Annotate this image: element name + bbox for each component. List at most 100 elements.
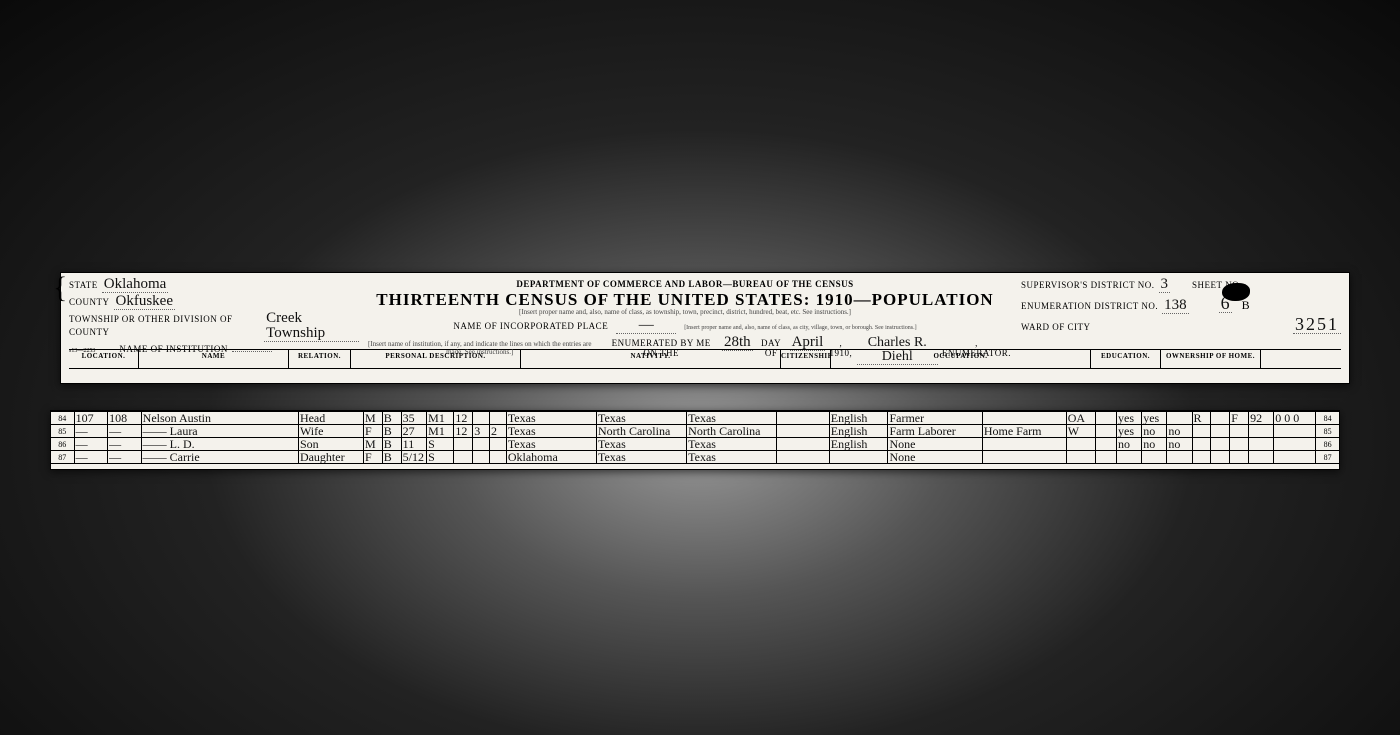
table-cell: [777, 451, 829, 464]
header-upper: STATE Oklahoma COUNTY Okfuskee TOWNSHIP …: [69, 277, 1341, 349]
table-cell: Nelson Austin: [141, 412, 298, 425]
incorp-footnote: [Insert proper name and, also, name of c…: [684, 325, 916, 331]
header-left-block: STATE Oklahoma COUNTY Okfuskee TOWNSHIP …: [69, 277, 359, 349]
col-location: LOCATION.: [69, 350, 139, 368]
col-citizenship: CITIZENSHIP.: [781, 350, 831, 368]
table-cell: [1230, 425, 1249, 438]
column-header-row: LOCATION. NAME RELATION. PERSONAL DESCRI…: [69, 349, 1341, 369]
table-cell: 86: [1316, 438, 1339, 451]
table-cell: no: [1167, 438, 1192, 451]
table-cell: 12: [454, 412, 473, 425]
ward-value: 3251: [1293, 315, 1341, 334]
table-cell: None: [888, 451, 982, 464]
table-cell: M: [363, 438, 382, 451]
table-cell: yes: [1117, 425, 1142, 438]
col-personal: PERSONAL DESCRIPTION.: [351, 350, 521, 368]
col-nativity: NATIVITY.: [521, 350, 781, 368]
table-cell: 2: [490, 425, 507, 438]
table-cell: [1096, 451, 1117, 464]
table-cell: Texas: [596, 412, 686, 425]
table-cell: —: [74, 425, 108, 438]
table-cell: Oklahoma: [506, 451, 596, 464]
table-cell: English: [829, 425, 888, 438]
table-cell: Farm Laborer: [888, 425, 982, 438]
incorp-label: NAME OF INCORPORATED PLACE: [453, 321, 608, 331]
enum-day: 28th: [722, 335, 753, 351]
table-cell: [1096, 438, 1117, 451]
table-cell: OA: [1066, 412, 1095, 425]
table-cell: 0 0 0: [1274, 412, 1316, 425]
table-cell: Texas: [506, 438, 596, 451]
table-cell: 85: [51, 425, 74, 438]
table-cell: —: [108, 451, 142, 464]
table-cell: M1: [427, 412, 454, 425]
census-header-strip: STATE Oklahoma COUNTY Okfuskee TOWNSHIP …: [60, 272, 1350, 384]
state-value: Oklahoma: [102, 277, 168, 293]
table-cell: [1211, 412, 1230, 425]
census-title: THIRTEENTH CENSUS OF THE UNITED STATES: …: [359, 290, 1011, 310]
table-cell: 108: [108, 412, 142, 425]
table-cell: 86: [51, 438, 74, 451]
table-cell: 87: [1316, 451, 1339, 464]
table-cell: B: [382, 425, 401, 438]
table-cell: [1249, 438, 1274, 451]
table-cell: S: [427, 438, 454, 451]
table-cell: [473, 451, 490, 464]
table-cell: Daughter: [298, 451, 363, 464]
table-cell: yes: [1142, 412, 1167, 425]
header-right-block: { SUPERVISOR'S DISTRICT NO. 3 SHEET NO E…: [1011, 277, 1341, 349]
table-cell: [1274, 451, 1316, 464]
table-cell: [1192, 451, 1211, 464]
table-cell: yes: [1117, 412, 1142, 425]
table-cell: W: [1066, 425, 1095, 438]
table-cell: 85: [1316, 425, 1339, 438]
enum-month: April: [790, 335, 826, 351]
table-cell: Farmer: [888, 412, 982, 425]
table-cell: [1274, 425, 1316, 438]
table-cell: [777, 425, 829, 438]
col-extra: [1261, 350, 1341, 368]
enum-dist-value: 138: [1162, 298, 1189, 314]
table-cell: [1249, 451, 1274, 464]
table-cell: [454, 438, 473, 451]
table-cell: 84: [1316, 412, 1339, 425]
table-cell: [1274, 438, 1316, 451]
table-cell: F: [1230, 412, 1249, 425]
county-value: Okfuskee: [114, 294, 175, 310]
table-cell: Texas: [687, 412, 777, 425]
supervisor-value: 3: [1159, 277, 1171, 293]
table-row: 86———— L. D.SonMB11STexasTexasTexasEngli…: [51, 438, 1339, 451]
table-cell: [1230, 438, 1249, 451]
bracket-icon: {: [53, 273, 67, 303]
county-label: COUNTY: [69, 296, 110, 309]
census-data-strip: 84107108Nelson AustinHeadMB35M112TexasTe…: [50, 410, 1340, 470]
col-ownership: OWNERSHIP OF HOME.: [1161, 350, 1261, 368]
table-row: 85———— LauraWifeFB27M11232TexasNorth Car…: [51, 425, 1339, 438]
table-cell: —: [74, 451, 108, 464]
table-cell: English: [829, 438, 888, 451]
col-relation: RELATION.: [289, 350, 351, 368]
table-cell: [490, 412, 507, 425]
table-cell: [1211, 451, 1230, 464]
table-cell: S: [427, 451, 454, 464]
department-line: DEPARTMENT OF COMMERCE AND LABOR—BUREAU …: [359, 279, 1011, 289]
table-cell: [1167, 412, 1192, 425]
township-label: TOWNSHIP OR OTHER DIVISION OF COUNTY: [69, 313, 260, 338]
incorp-value: —: [616, 318, 676, 334]
table-cell: Texas: [506, 412, 596, 425]
col-name: NAME: [139, 350, 289, 368]
table-cell: Texas: [506, 425, 596, 438]
table-cell: M1: [427, 425, 454, 438]
table-cell: —: [74, 438, 108, 451]
table-row: 84107108Nelson AustinHeadMB35M112TexasTe…: [51, 412, 1339, 425]
table-cell: [1142, 451, 1167, 464]
table-cell: F: [363, 425, 382, 438]
table-cell: 5/12: [401, 451, 427, 464]
table-cell: Son: [298, 438, 363, 451]
table-cell: Texas: [687, 451, 777, 464]
table-cell: Wife: [298, 425, 363, 438]
table-cell: [1249, 425, 1274, 438]
table-cell: Texas: [687, 438, 777, 451]
table-cell: no: [1142, 425, 1167, 438]
table-cell: Head: [298, 412, 363, 425]
